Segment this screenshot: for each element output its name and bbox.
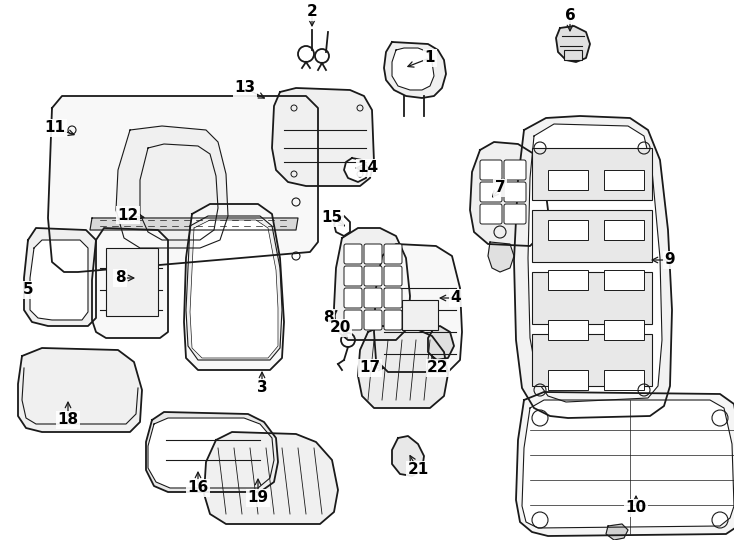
Bar [532, 148, 652, 200]
Polygon shape [184, 204, 284, 370]
FancyBboxPatch shape [504, 204, 526, 224]
Polygon shape [48, 96, 318, 272]
FancyBboxPatch shape [384, 244, 402, 264]
FancyBboxPatch shape [480, 204, 502, 224]
Bar [532, 210, 652, 262]
Bar [532, 334, 652, 386]
Text: 16: 16 [187, 481, 208, 496]
Polygon shape [528, 124, 662, 402]
FancyBboxPatch shape [344, 310, 362, 330]
FancyBboxPatch shape [480, 182, 502, 202]
FancyBboxPatch shape [344, 266, 362, 286]
FancyBboxPatch shape [504, 182, 526, 202]
Text: 13: 13 [234, 80, 255, 96]
Polygon shape [344, 158, 368, 182]
Polygon shape [606, 524, 628, 540]
Polygon shape [90, 218, 298, 230]
FancyBboxPatch shape [344, 244, 362, 264]
Text: 21: 21 [407, 462, 429, 477]
Polygon shape [272, 88, 374, 186]
Text: 15: 15 [321, 211, 343, 226]
Polygon shape [334, 228, 410, 340]
FancyBboxPatch shape [504, 160, 526, 180]
Text: 8: 8 [115, 271, 126, 286]
FancyBboxPatch shape [364, 266, 382, 286]
Polygon shape [428, 326, 454, 360]
Polygon shape [392, 48, 434, 90]
Polygon shape [514, 116, 672, 418]
Polygon shape [374, 244, 462, 372]
Text: 7: 7 [495, 180, 505, 195]
Polygon shape [204, 432, 338, 524]
Bar [548, 370, 588, 390]
Text: 9: 9 [665, 253, 675, 267]
Bar [548, 220, 588, 240]
Bar [548, 170, 588, 190]
Bar [402, 300, 438, 330]
Text: 20: 20 [330, 321, 351, 335]
Polygon shape [392, 436, 424, 476]
Bar [604, 170, 644, 190]
Text: 14: 14 [357, 160, 379, 176]
FancyBboxPatch shape [384, 288, 402, 308]
Bar [564, 50, 582, 60]
Text: 2: 2 [307, 4, 317, 19]
Polygon shape [334, 216, 350, 236]
Polygon shape [24, 228, 96, 326]
Text: 3: 3 [257, 381, 267, 395]
Polygon shape [18, 348, 142, 432]
Polygon shape [116, 126, 228, 248]
Polygon shape [358, 326, 448, 408]
Polygon shape [30, 240, 88, 320]
Polygon shape [488, 242, 514, 272]
Bar [604, 220, 644, 240]
FancyBboxPatch shape [364, 288, 382, 308]
Text: 22: 22 [427, 361, 448, 375]
FancyBboxPatch shape [364, 310, 382, 330]
Polygon shape [146, 412, 278, 492]
Polygon shape [516, 392, 734, 536]
Bar [532, 272, 652, 324]
Polygon shape [148, 418, 274, 488]
FancyBboxPatch shape [344, 288, 362, 308]
Text: 11: 11 [45, 120, 65, 136]
FancyBboxPatch shape [364, 244, 382, 264]
Text: 19: 19 [247, 490, 269, 505]
Polygon shape [470, 142, 548, 246]
Bar [604, 320, 644, 340]
Text: 4: 4 [451, 291, 461, 306]
Polygon shape [92, 228, 168, 338]
Polygon shape [522, 400, 734, 528]
Bar [548, 320, 588, 340]
FancyBboxPatch shape [384, 266, 402, 286]
Text: 5: 5 [23, 282, 33, 298]
Bar [604, 270, 644, 290]
Bar [106, 248, 158, 316]
Polygon shape [556, 26, 590, 62]
FancyBboxPatch shape [384, 310, 402, 330]
Polygon shape [384, 42, 446, 98]
Polygon shape [186, 216, 282, 360]
Text: 6: 6 [564, 8, 575, 23]
Bar [604, 370, 644, 390]
Text: 12: 12 [117, 207, 139, 222]
Text: 1: 1 [425, 51, 435, 65]
Bar [548, 270, 588, 290]
Polygon shape [140, 144, 218, 240]
Text: 10: 10 [625, 501, 647, 516]
Text: 8: 8 [323, 310, 333, 326]
Polygon shape [190, 220, 278, 358]
Text: 17: 17 [360, 361, 380, 375]
Text: 18: 18 [57, 413, 79, 428]
FancyBboxPatch shape [480, 160, 502, 180]
